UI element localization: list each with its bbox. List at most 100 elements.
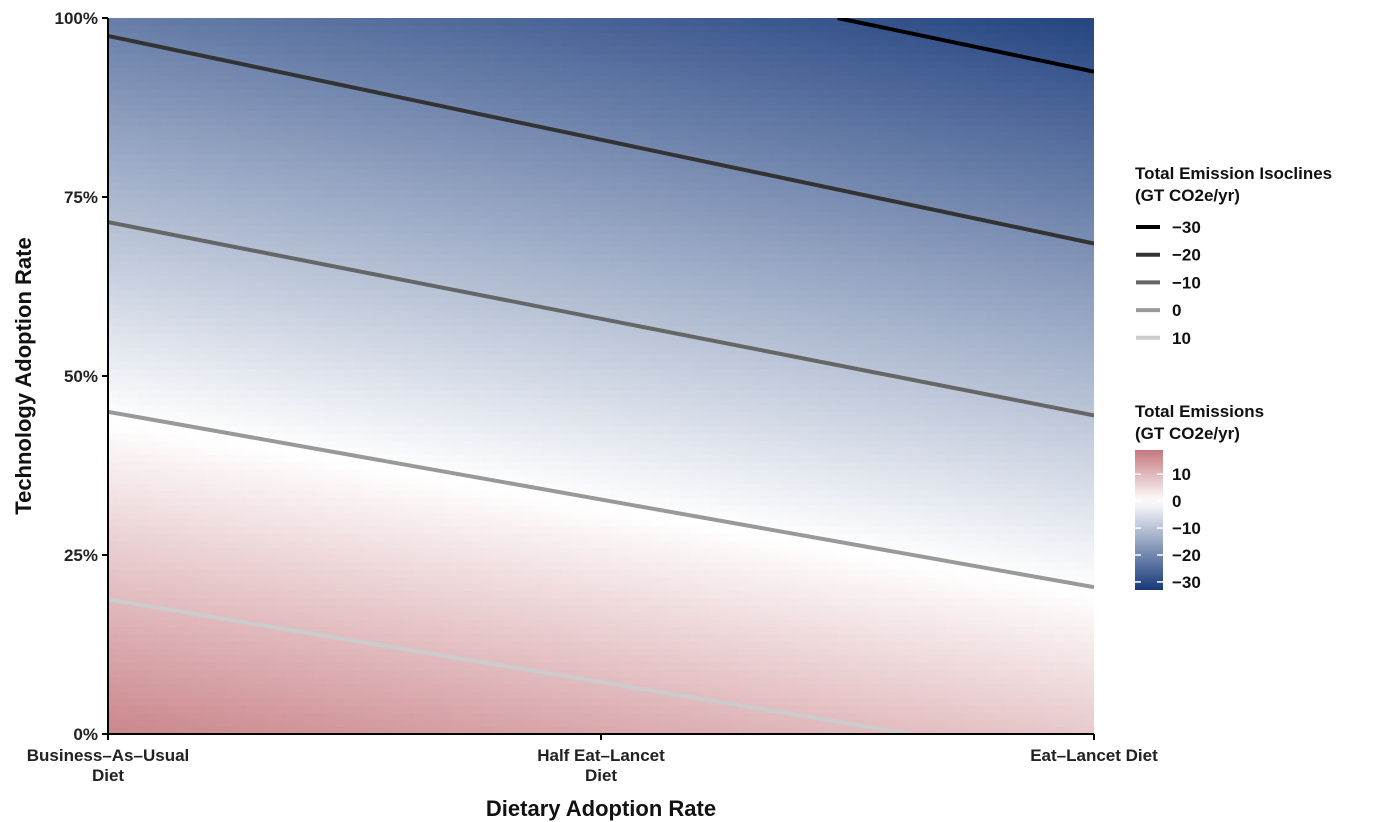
heat-tile	[206, 469, 217, 477]
heat-tile	[108, 39, 119, 47]
heat-tile	[423, 705, 434, 713]
heat-tile	[354, 168, 365, 176]
heat-tile	[177, 476, 188, 484]
heat-tile	[177, 96, 188, 105]
heat-tile	[177, 461, 188, 470]
heat-tile	[522, 583, 533, 592]
heat-tile	[255, 340, 267, 348]
heat-tile	[216, 469, 227, 477]
heat-tile	[413, 404, 424, 413]
heat-tile	[541, 726, 553, 734]
heat-tile	[531, 533, 543, 542]
heat-tile	[186, 225, 198, 234]
heat-tile	[512, 68, 523, 76]
heat-tile	[117, 655, 129, 663]
heat-tile	[344, 333, 355, 341]
heat-tile	[147, 676, 158, 685]
heat-tile	[285, 612, 296, 620]
heat-tile	[591, 555, 602, 563]
heat-tile	[226, 282, 237, 291]
heat-tile	[423, 433, 434, 441]
heat-tile	[275, 32, 286, 40]
heat-tile	[295, 726, 306, 734]
heat-tile	[315, 533, 326, 542]
heat-tile	[295, 705, 306, 713]
heat-tile	[541, 103, 553, 112]
heat-tile	[147, 333, 158, 341]
heat-tile	[472, 318, 484, 327]
heat-tile	[502, 376, 513, 384]
heat-tile	[226, 261, 237, 269]
heat-tile	[443, 483, 454, 491]
heat-tile	[374, 590, 385, 599]
heat-tile	[344, 297, 355, 305]
heat-tile	[453, 18, 464, 26]
heat-tile	[492, 268, 503, 277]
heat-tile	[453, 404, 464, 413]
heat-tile	[482, 390, 493, 398]
heat-tile	[275, 648, 286, 656]
heat-tile	[305, 82, 316, 90]
heat-tile	[453, 612, 464, 620]
heat-tile	[216, 268, 227, 277]
heat-tile	[206, 18, 217, 26]
heat-tile	[393, 218, 405, 226]
heat-tile	[551, 619, 562, 627]
heat-tile	[177, 68, 188, 76]
heat-tile	[364, 347, 375, 355]
heat-tile	[443, 311, 454, 320]
heat-tile	[561, 648, 572, 656]
heat-tile	[127, 125, 138, 133]
heat-tile	[255, 640, 267, 649]
heat-tile	[206, 68, 217, 76]
heat-tile	[186, 454, 198, 463]
heat-tile	[344, 211, 355, 219]
heat-tile	[206, 32, 217, 40]
heat-tile	[255, 261, 267, 269]
heat-tile	[403, 519, 415, 527]
heat-tile	[531, 261, 543, 269]
heat-tile	[344, 132, 355, 141]
heat-tile	[117, 189, 129, 198]
heat-tile	[265, 340, 276, 348]
heat-tile	[216, 533, 227, 542]
heat-tile	[265, 111, 276, 119]
heat-tile	[324, 411, 336, 420]
heat-tile	[275, 383, 286, 391]
heat-tile	[236, 383, 247, 391]
heat-tile	[374, 605, 385, 613]
heat-tile	[433, 426, 444, 434]
heat-tile	[157, 82, 168, 90]
heat-tile	[581, 519, 592, 527]
heat-tile	[384, 404, 395, 413]
heat-tile	[492, 154, 503, 162]
heat-tile	[522, 461, 533, 470]
heat-tile	[334, 426, 345, 434]
heat-tile	[472, 676, 484, 685]
heat-tile	[364, 719, 375, 728]
heat-tile	[315, 526, 326, 534]
heat-tile	[374, 232, 385, 241]
heat-tile	[531, 454, 543, 463]
heat-tile	[423, 247, 434, 255]
heat-tile	[522, 490, 533, 499]
heat-tile	[433, 154, 444, 162]
heat-tile	[285, 347, 296, 355]
heat-tile	[206, 354, 217, 363]
heat-tile	[492, 626, 503, 635]
heat-tile	[157, 96, 168, 105]
heat-tile	[265, 60, 276, 69]
heat-tile	[354, 304, 365, 312]
heat-tile	[305, 583, 316, 592]
heat-tile	[157, 290, 168, 298]
heat-tile	[275, 282, 286, 291]
heat-tile	[137, 404, 148, 413]
heat-tile	[502, 311, 513, 320]
heat-tile	[591, 247, 602, 255]
heat-tile	[403, 68, 415, 76]
heat-tile	[167, 590, 178, 599]
heat-tile	[393, 519, 405, 527]
heat-tile	[472, 640, 484, 649]
heat-tile	[502, 189, 513, 198]
heat-tile	[147, 648, 158, 656]
